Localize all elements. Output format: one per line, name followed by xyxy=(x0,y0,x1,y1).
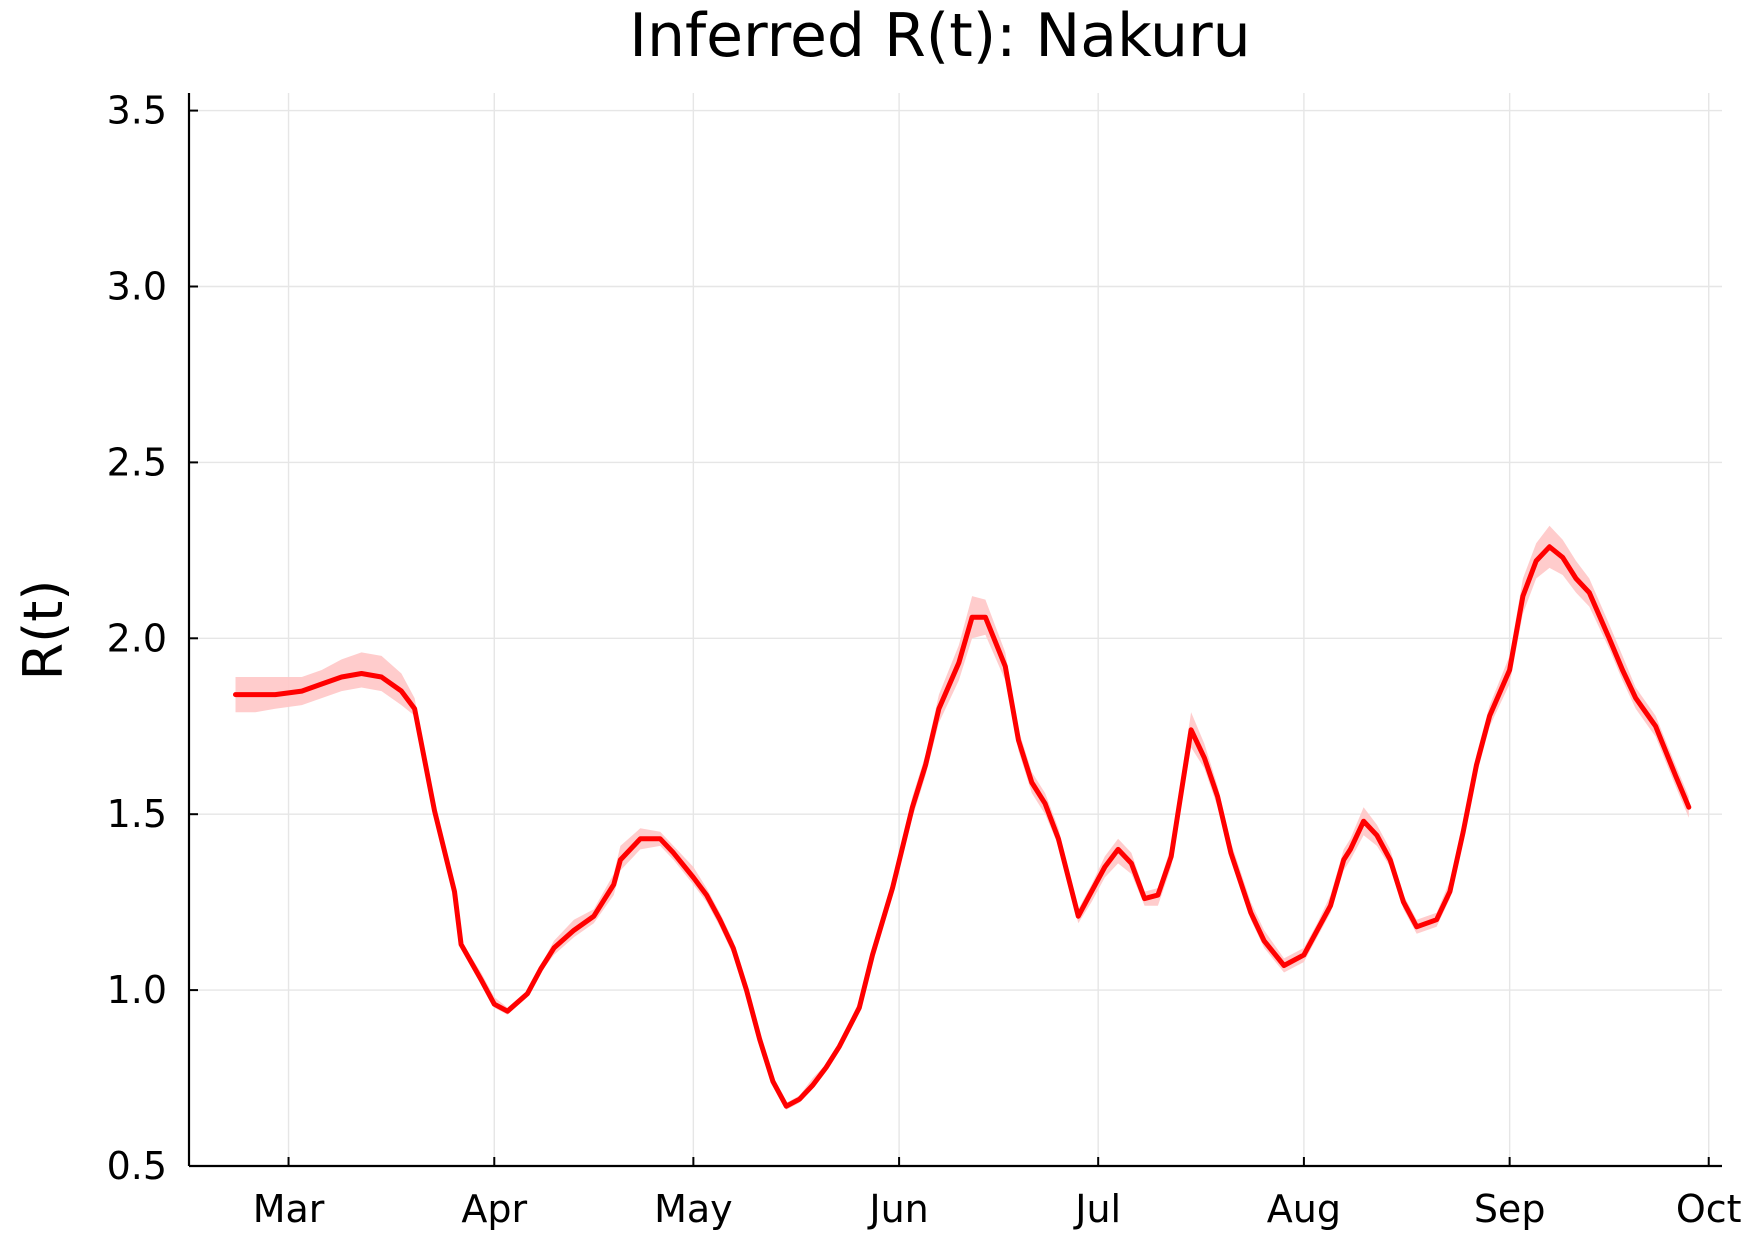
credible-interval-band xyxy=(235,525,1689,1110)
y-tick-label: 1.5 xyxy=(107,792,167,836)
y-tick-label: 3.5 xyxy=(107,89,167,133)
x-tick-label: Jul xyxy=(1073,1187,1121,1231)
y-axis-label: R(t) xyxy=(12,580,75,681)
x-tick-label: Oct xyxy=(1676,1187,1742,1231)
series-group xyxy=(233,544,1692,1109)
y-tick-label: 3.0 xyxy=(107,264,167,308)
x-tick-label: Aug xyxy=(1267,1187,1341,1231)
x-ticks: Mar Apr May Jun Jul Aug Sep Oct xyxy=(253,1157,1742,1231)
y-tick-label: 2.5 xyxy=(107,440,167,484)
y-ticks: 0.5 1.0 1.5 2.0 2.5 3.0 3.5 xyxy=(107,89,198,1188)
x-tick-label: May xyxy=(654,1187,733,1231)
grid-lines xyxy=(189,93,1722,1167)
x-tick-label: Jun xyxy=(867,1187,928,1231)
rt-median-line xyxy=(233,544,1692,1109)
credible-interval-area xyxy=(235,525,1689,1110)
y-tick-label: 1.0 xyxy=(107,968,167,1012)
axes xyxy=(187,93,1722,1168)
chart-title: Inferred R(t): Nakuru xyxy=(629,1,1250,71)
y-tick-label: 2.0 xyxy=(107,616,167,660)
y-tick-label: 0.5 xyxy=(107,1144,167,1188)
x-tick-label: Mar xyxy=(253,1187,325,1231)
x-tick-label: Sep xyxy=(1474,1187,1546,1231)
x-tick-label: Apr xyxy=(461,1187,527,1231)
